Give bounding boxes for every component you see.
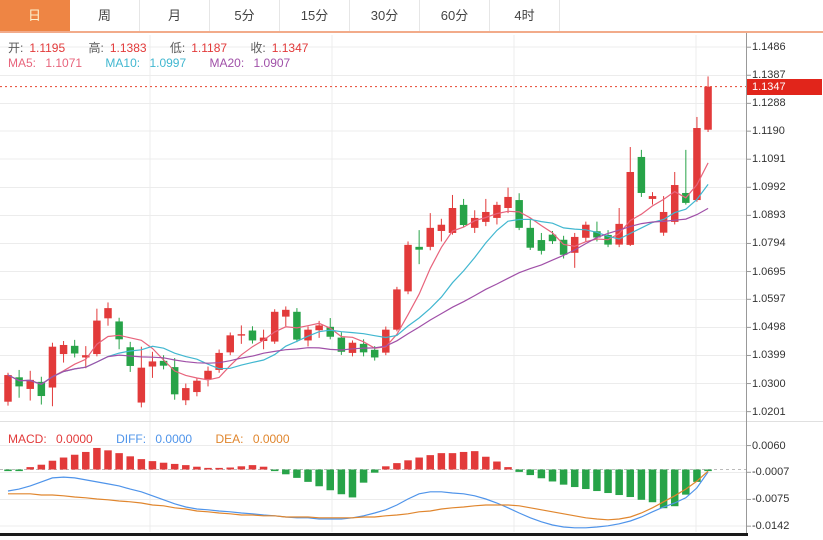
diff-label: DIFF: bbox=[116, 432, 147, 446]
macd-axis-label: 0.0060 bbox=[752, 439, 786, 452]
ma10-value: 1.0997 bbox=[149, 56, 187, 70]
ma5-line bbox=[7, 162, 709, 385]
period-tabbar: 日周月 5分 15分 30分 60分 4时 bbox=[0, 0, 823, 33]
tab-week[interactable]: 周 bbox=[70, 0, 140, 31]
diff-value: 0.0000 bbox=[155, 432, 193, 446]
tab-60min[interactable]: 60分 bbox=[420, 0, 490, 31]
price-axis-label: 1.1288 bbox=[752, 97, 786, 110]
tab-30min[interactable]: 30分 bbox=[350, 0, 420, 31]
dea-line bbox=[8, 470, 709, 521]
chart-area: 开: 1.1195 高: 1.1383 低: 1.1187 收: 1.1347 MA5:… bbox=[0, 33, 823, 540]
tab-4hour[interactable]: 4时 bbox=[490, 0, 560, 31]
price-axis-label: 1.1387 bbox=[752, 69, 786, 82]
dea-value: 0.0000 bbox=[252, 432, 290, 446]
price-axis-label: 1.0695 bbox=[752, 265, 786, 278]
ohlc-legend: 开: 1.1195 高: 1.1383 低: 1.1187 收: 1.1347 bbox=[8, 39, 328, 56]
tab-15min[interactable]: 15分 bbox=[280, 0, 350, 31]
close-value: 1.1347 bbox=[271, 41, 309, 55]
dea-label: DEA: bbox=[215, 432, 244, 446]
macd-axis-label: -0.0075 bbox=[752, 493, 790, 506]
candlestick-canvas[interactable] bbox=[0, 33, 823, 540]
tab-month[interactable]: 月 bbox=[140, 0, 210, 31]
price-axis-label: 1.0597 bbox=[752, 293, 786, 306]
ma5-value: 1.1071 bbox=[45, 56, 83, 70]
macd-histogram bbox=[4, 447, 712, 509]
ma5-label: MA5: bbox=[8, 56, 37, 70]
price-axis-label: 1.1091 bbox=[752, 153, 786, 166]
macd-axis-label: -0.0142 bbox=[752, 520, 790, 533]
ma20-line bbox=[7, 207, 709, 385]
ma10-line bbox=[7, 184, 709, 385]
price-axis-label: 1.0893 bbox=[752, 209, 786, 222]
price-axis-label: 1.0498 bbox=[752, 321, 786, 334]
ma-legend: MA5: 1.1071 MA10: 1.0997 MA20: 1.0907 bbox=[8, 56, 310, 70]
low-label: 低: bbox=[169, 41, 186, 55]
current-price-tag: 1.1347 bbox=[747, 78, 822, 95]
axis-frame bbox=[0, 33, 751, 536]
high-label: 高: bbox=[88, 41, 104, 55]
macd-value: 0.0000 bbox=[56, 432, 93, 446]
macd-axis-label: -0.0007 bbox=[752, 466, 790, 479]
high-value: 1.1383 bbox=[109, 41, 147, 55]
close-label: 收: bbox=[250, 41, 266, 55]
ma20-value: 1.0907 bbox=[253, 56, 291, 70]
price-axis-label: 1.0992 bbox=[752, 181, 786, 194]
tab-day[interactable]: 日 bbox=[0, 0, 70, 31]
price-axis-label: 1.1486 bbox=[752, 41, 786, 54]
low-value: 1.1187 bbox=[191, 41, 228, 55]
price-axis-label: 1.1190 bbox=[752, 125, 785, 138]
price-axis-label: 1.0399 bbox=[752, 349, 786, 362]
candles bbox=[4, 76, 712, 408]
macd-label: MACD: bbox=[8, 432, 47, 446]
price-axis-label: 1.0794 bbox=[752, 237, 786, 250]
price-axis-label: 1.0300 bbox=[752, 377, 786, 390]
tab-5min[interactable]: 5分 bbox=[210, 0, 280, 31]
ma20-label: MA20: bbox=[209, 56, 245, 70]
macd-legend: MACD: 0.0000 DIFF: 0.0000 DEA: 0.0000 bbox=[8, 432, 310, 446]
open-label: 开: bbox=[8, 41, 24, 55]
open-value: 1.1195 bbox=[29, 41, 66, 55]
ma10-label: MA10: bbox=[105, 56, 141, 70]
price-axis-label: 1.0201 bbox=[752, 405, 786, 418]
